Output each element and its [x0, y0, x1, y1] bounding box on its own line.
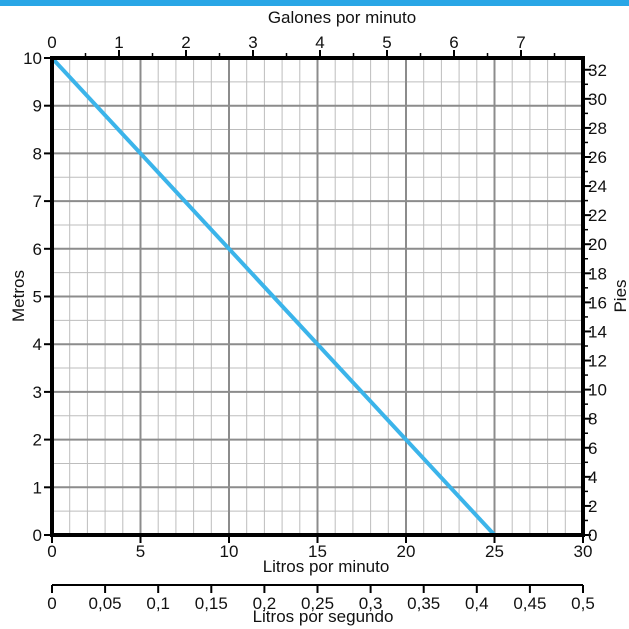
right-tick-label: 8	[588, 410, 597, 429]
top-tick-label: 0	[47, 33, 56, 52]
extra-bottom-tick-label: 0,25	[301, 594, 334, 613]
top-axis-title: Galones por minuto	[268, 8, 416, 27]
right-tick-label: 6	[588, 439, 597, 458]
top-tick-label: 7	[516, 33, 525, 52]
extra-bottom-tick-label: 0,2	[253, 594, 277, 613]
right-tick-label: 26	[588, 148, 607, 167]
axis-ticks	[44, 50, 591, 593]
left-tick-label: 0	[33, 526, 42, 545]
right-tick-label: 0	[588, 526, 597, 545]
bottom-tick-label: 20	[397, 542, 416, 561]
left-tick-label: 6	[33, 240, 42, 259]
right-tick-label: 22	[588, 206, 607, 225]
top-accent-bar	[0, 0, 629, 6]
right-tick-label: 4	[588, 468, 597, 487]
left-tick-label: 2	[33, 431, 42, 450]
right-tick-label: 24	[588, 177, 607, 196]
bottom-tick-label: 15	[308, 542, 327, 561]
right-tick-label: 10	[588, 381, 607, 400]
right-tick-label: 30	[588, 90, 607, 109]
extra-bottom-axis-title: Litros por segundo	[253, 607, 394, 626]
left-tick-label: 3	[33, 383, 42, 402]
bottom-tick-label: 5	[136, 542, 145, 561]
extra-bottom-tick-label: 0,1	[146, 594, 170, 613]
left-axis-title: Metros	[9, 270, 28, 322]
top-tick-label: 3	[248, 33, 257, 52]
major-gridlines	[52, 58, 583, 535]
right-tick-label: 28	[588, 119, 607, 138]
series-line	[50, 56, 496, 537]
right-tick-label: 18	[588, 264, 607, 283]
extra-bottom-tick-label: 0,5	[571, 594, 595, 613]
extra-bottom-tick-label: 0,4	[465, 594, 489, 613]
bottom-tick-label: 25	[485, 542, 504, 561]
bottom-tick-label: 10	[220, 542, 239, 561]
left-tick-label: 1	[33, 478, 42, 497]
right-axis-title: Pies	[611, 279, 629, 312]
extra-bottom-tick-label: 0,35	[407, 594, 440, 613]
extra-bottom-tick-label: 0,45	[513, 594, 546, 613]
left-tick-label: 7	[33, 192, 42, 211]
right-tick-label: 32	[588, 61, 607, 80]
extra-bottom-tick-label: 0	[47, 594, 56, 613]
top-tick-label: 5	[382, 33, 391, 52]
series-group	[50, 56, 496, 537]
extra-bottom-tick-label: 0,15	[195, 594, 228, 613]
left-tick-label: 10	[23, 49, 42, 68]
bottom-tick-label: 0	[47, 542, 56, 561]
extra-bottom-tick-label: 0,3	[359, 594, 383, 613]
left-tick-label: 4	[33, 335, 42, 354]
top-tick-label: 4	[315, 33, 324, 52]
extra-bottom-tick-label: 0,05	[89, 594, 122, 613]
right-tick-label: 12	[588, 352, 607, 371]
bottom-axis-title: Litros por minuto	[263, 557, 390, 576]
right-tick-label: 14	[588, 322, 607, 341]
bottom-tick-label: 30	[574, 542, 593, 561]
right-tick-label: 16	[588, 293, 607, 312]
right-tick-label: 2	[588, 497, 597, 516]
right-tick-label: 20	[588, 235, 607, 254]
left-tick-label: 9	[33, 97, 42, 116]
left-tick-label: 8	[33, 144, 42, 163]
top-tick-label: 6	[449, 33, 458, 52]
left-tick-label: 5	[33, 288, 42, 307]
top-tick-label: 2	[181, 33, 190, 52]
axis-tick-labels: 0 5 10 15 20 25 300 1 2 3 4 5 6 701234567891002468101…	[23, 33, 607, 613]
top-tick-label: 1	[114, 33, 123, 52]
